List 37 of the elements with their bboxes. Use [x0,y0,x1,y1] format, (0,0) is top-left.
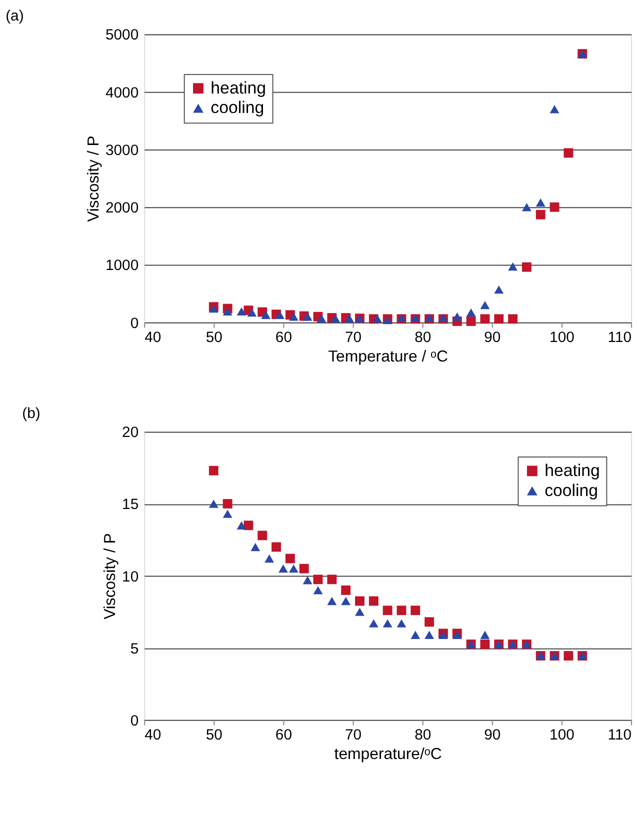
y-tick-label: 5000 [105,28,139,44]
y-tick-label: 2000 [105,200,139,217]
x-tick-label: 110 [608,727,632,744]
x-tick-label: 50 [206,727,222,744]
legend-label: cooling [210,98,264,118]
y-tick-label: 0 [130,316,139,332]
y-tick-label: 5 [130,641,139,658]
y-tick-label: 15 [122,497,139,514]
y-tick-label: 4000 [105,85,139,102]
legend-label: heating [544,460,600,480]
y-tick-label: 1000 [105,258,139,274]
x-tick-label: 110 [608,330,632,346]
x-tick-label: 40 [144,330,162,346]
legend-label: cooling [544,480,598,500]
x-tick-label: 70 [344,330,362,346]
y-axis-title: Viscosity / P [86,136,103,222]
y-axis-title: Viscosity / P [102,533,120,620]
y-tick-label: 10 [122,569,139,586]
text: (a) [6,8,24,24]
x-tick-label: 90 [484,330,501,346]
y-tick-label: 0 [130,713,139,730]
x-tick-label: 100 [550,727,574,744]
x-tick-label: 40 [144,727,162,744]
x-tick-label: 60 [275,727,292,744]
x-axis-title: Temperature / ᵒC [328,348,448,366]
x-tick-label: 80 [414,727,432,744]
x-axis-title: temperature/ᵒC [334,746,442,764]
x-tick-label: 50 [206,330,222,346]
legend-label: heating [210,78,266,98]
text: (b) [22,406,40,422]
x-tick-label: 60 [275,330,292,346]
y-tick-label: 20 [122,425,139,442]
x-tick-label: 100 [550,330,574,346]
x-tick-label: 70 [344,727,362,744]
x-tick-label: 80 [414,330,432,346]
x-tick-label: 90 [484,727,501,744]
y-tick-label: 3000 [105,142,139,159]
